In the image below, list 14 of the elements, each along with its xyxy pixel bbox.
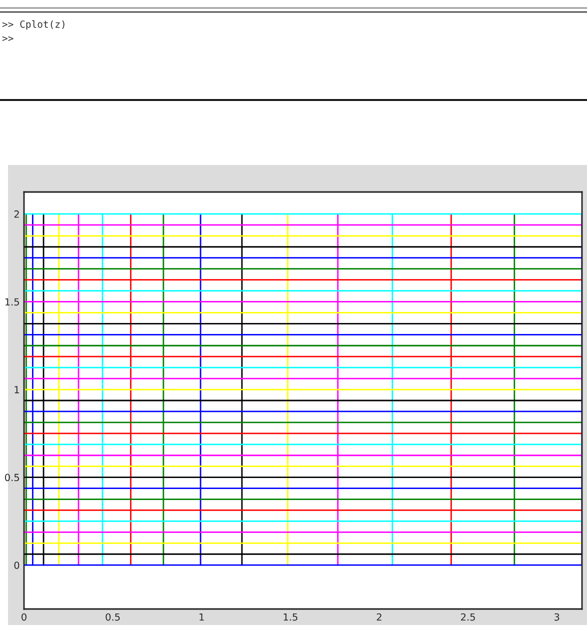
y-tick-label: 1.5 (5, 298, 19, 306)
y-tick-label: 0.5 (5, 474, 19, 482)
y-tick-label: 0 (14, 562, 20, 569)
x-tick-label: 2.5 (461, 613, 475, 621)
x-tick-label: 1 (200, 613, 204, 621)
text: >> (2, 36, 14, 42)
x-tick-label: 1.5 (284, 613, 298, 621)
x-tick-label: 0.5 (106, 613, 120, 621)
text: >> Cplot(z) (2, 20, 64, 30)
x-tick-label: 2 (376, 613, 382, 621)
x-tick-label: 0 (22, 613, 26, 621)
y-tick-label: 2 (14, 210, 19, 218)
x-tick-label: 3 (554, 613, 560, 621)
y-tick-label: 1 (14, 386, 19, 394)
